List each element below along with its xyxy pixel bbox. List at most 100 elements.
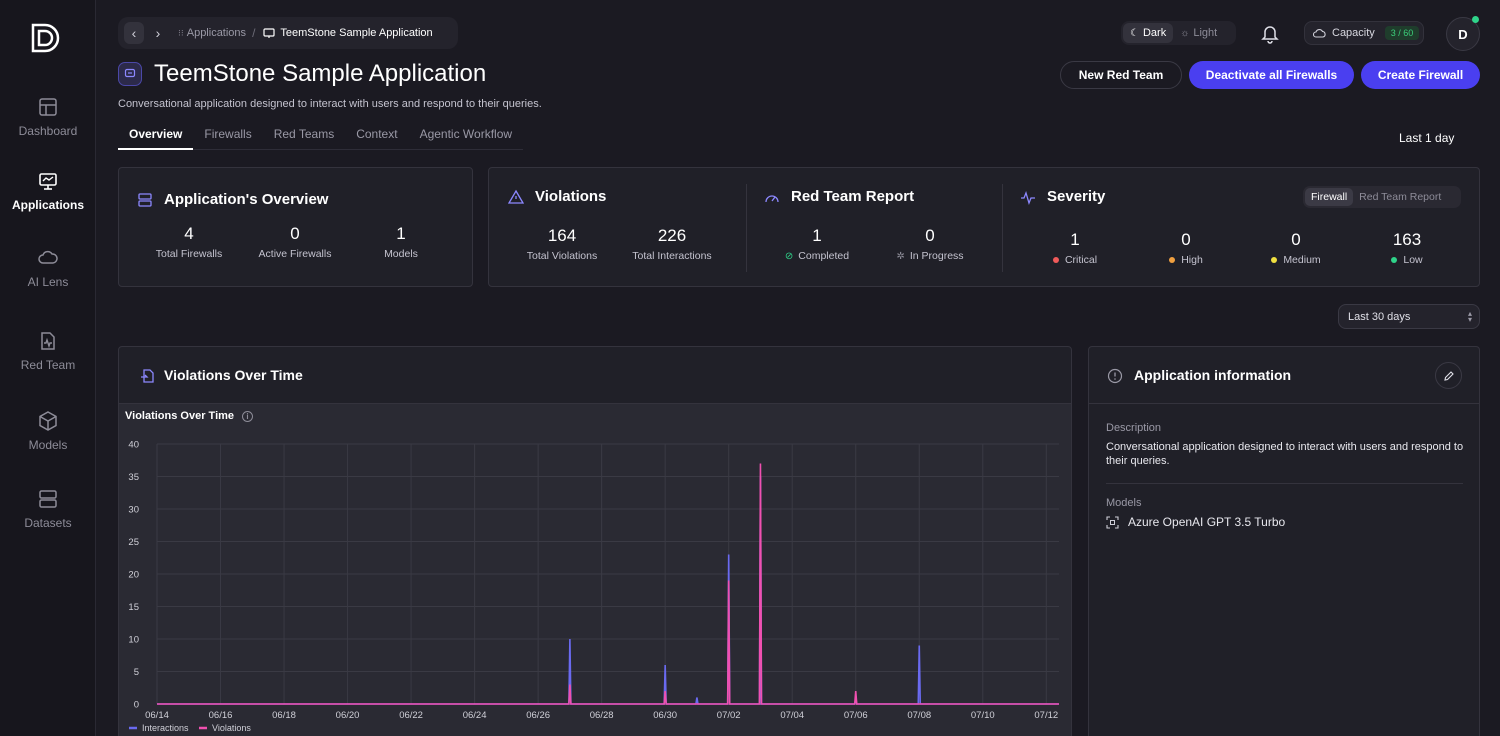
description-text: Conversational application designed to i… bbox=[1106, 441, 1464, 467]
info-circle-icon bbox=[1107, 368, 1123, 384]
stat-active-firewalls: 0 Active Firewalls bbox=[258, 224, 332, 260]
sidebar-item-label: AI Lens bbox=[27, 275, 69, 289]
spinner-icon: ✲ bbox=[896, 250, 905, 262]
breadcrumb-current: TeemStone Sample Application bbox=[263, 27, 433, 39]
grid-icon: ⁝⁝ bbox=[178, 27, 184, 38]
database-icon bbox=[39, 490, 57, 508]
theme-light-option[interactable]: ☼ Light bbox=[1180, 27, 1218, 39]
severity-title: Severity bbox=[1047, 188, 1106, 205]
x-tick-label: 07/04 bbox=[780, 710, 804, 721]
stat-models: 1 Models bbox=[384, 224, 418, 260]
breadcrumb-parent[interactable]: ⁝⁝ Applications bbox=[178, 27, 247, 39]
tab-context[interactable]: Context bbox=[356, 127, 398, 141]
sidebar-item-models[interactable]: Models bbox=[0, 410, 96, 452]
medium-dot bbox=[1271, 257, 1278, 263]
sidebar-item-red-team[interactable]: Red Team bbox=[0, 330, 96, 372]
dashboard-icon bbox=[39, 98, 57, 116]
forward-button[interactable]: › bbox=[155, 25, 161, 41]
pencil-icon bbox=[1443, 370, 1454, 381]
tab-agentic-workflow[interactable]: Agentic Workflow bbox=[419, 127, 513, 141]
warning-icon bbox=[508, 189, 524, 204]
x-tick-label: 06/18 bbox=[272, 710, 296, 721]
model-scan-icon bbox=[1106, 515, 1119, 529]
y-tick-label: 20 bbox=[128, 570, 139, 581]
y-tick-label: 35 bbox=[128, 472, 139, 483]
overview-title: Application's Overview bbox=[164, 191, 329, 208]
cloud-icon bbox=[1313, 28, 1326, 38]
models-label: Models bbox=[1106, 497, 1142, 509]
edit-button[interactable] bbox=[1435, 362, 1462, 389]
high-dot bbox=[1169, 257, 1176, 263]
x-tick-label: 06/26 bbox=[526, 710, 550, 721]
theme-dark-option[interactable]: ☾ Dark bbox=[1123, 23, 1174, 43]
gauge-icon bbox=[765, 195, 779, 203]
sidebar-item-label: Red Team bbox=[20, 358, 76, 372]
capacity-indicator[interactable]: Capacity 3 / 60 bbox=[1304, 21, 1424, 45]
info-icon[interactable]: i bbox=[242, 410, 254, 422]
sidebar-item-applications[interactable]: Applications bbox=[0, 170, 96, 212]
pulse-icon bbox=[1021, 191, 1035, 205]
chevron-updown-icon: ▴ ▾ bbox=[1467, 309, 1472, 324]
legend-label: Violations bbox=[212, 723, 251, 733]
divider bbox=[1002, 184, 1003, 272]
applications-icon bbox=[39, 173, 57, 190]
chart-area: Violations Over Time i 0 5 10 15 20 25 30 35 40 0… bbox=[119, 404, 1071, 736]
page-description: Conversational application designed to i… bbox=[118, 98, 542, 110]
check-circle-icon: ⊘ bbox=[784, 250, 794, 262]
series-line-interactions bbox=[157, 476, 1059, 705]
bell-icon[interactable] bbox=[1259, 22, 1281, 44]
sidebar-item-ai-lens[interactable]: AI Lens bbox=[0, 247, 96, 289]
x-tick-label: 06/20 bbox=[336, 710, 360, 721]
violations-chart: 0 5 10 15 20 25 30 35 40 06/14 06/16 06/18 06/20 06/2… bbox=[128, 440, 1059, 733]
y-tick-label: 15 bbox=[128, 602, 139, 613]
metrics-card: Violations 164 Total Violations 226 Tota… bbox=[488, 167, 1480, 287]
back-button[interactable]: ‹ bbox=[124, 22, 144, 44]
document-import-icon bbox=[141, 369, 154, 383]
online-status-dot bbox=[1472, 16, 1479, 23]
cloud-icon bbox=[38, 250, 58, 264]
x-tick-label: 06/24 bbox=[463, 710, 487, 721]
period-select[interactable]: Last 30 days ▴ ▾ bbox=[1338, 304, 1480, 329]
x-tick-label: 07/02 bbox=[717, 710, 741, 721]
severity-source-toggle: Firewall Red Team Report bbox=[1303, 186, 1461, 208]
red-team-report-title: Red Team Report bbox=[791, 188, 915, 205]
create-firewall-button[interactable]: Create Firewall bbox=[1361, 61, 1480, 89]
breadcrumb-separator: / bbox=[252, 26, 256, 40]
tab-overview[interactable]: Overview bbox=[118, 122, 194, 150]
critical-dot bbox=[1052, 257, 1059, 263]
tab-red-teams[interactable]: Red Teams bbox=[273, 127, 335, 141]
tab-firewalls[interactable]: Firewalls bbox=[204, 127, 252, 141]
sidebar: Dashboard Applications AI Lens Red Team … bbox=[0, 0, 96, 736]
severity-red-team-report-option[interactable]: Red Team Report bbox=[1359, 191, 1442, 203]
severity-firewall-option[interactable]: Firewall bbox=[1305, 188, 1354, 206]
new-red-team-button[interactable]: New Red Team bbox=[1060, 61, 1182, 89]
violations-over-time-panel: Violations Over Time Violations Over Tim… bbox=[118, 346, 1072, 736]
logo-icon[interactable] bbox=[29, 22, 65, 54]
capacity-badge: 3 / 60 bbox=[1384, 26, 1420, 40]
x-tick-label: 06/30 bbox=[653, 710, 677, 721]
legend-label: Interactions bbox=[142, 723, 189, 733]
stat-in-progress: 0 ✲ In Progress bbox=[896, 226, 964, 262]
deactivate-all-firewalls-button[interactable]: Deactivate all Firewalls bbox=[1189, 61, 1354, 89]
moon-icon: ☾ bbox=[1130, 27, 1139, 39]
theme-toggle: ☾ Dark ☼ Light bbox=[1121, 21, 1236, 45]
monitor-icon bbox=[263, 27, 276, 38]
panel-header: Violations Over Time bbox=[119, 347, 1071, 404]
sidebar-item-label: Dashboard bbox=[18, 124, 78, 138]
stat-total-interactions: 226 Total Interactions bbox=[632, 226, 712, 262]
server-icon bbox=[138, 193, 152, 207]
sidebar-item-datasets[interactable]: Datasets bbox=[0, 488, 96, 530]
stat-critical: 1 Critical bbox=[1020, 230, 1130, 266]
sidebar-item-dashboard[interactable]: Dashboard bbox=[0, 96, 96, 138]
stat-total-violations: 164 Total Violations bbox=[526, 226, 598, 262]
time-range-label[interactable]: Last 1 day bbox=[1399, 131, 1455, 145]
app-icon bbox=[118, 62, 142, 86]
low-dot bbox=[1391, 257, 1398, 263]
x-tick-label: 06/16 bbox=[209, 710, 233, 721]
y-tick-label: 10 bbox=[128, 635, 139, 646]
page-title: TeemStone Sample Application bbox=[154, 60, 487, 87]
breadcrumb: ‹ › ⁝⁝ Applications / TeemStone Sample A… bbox=[118, 17, 458, 49]
x-tick-label: 07/08 bbox=[907, 710, 931, 721]
chat-icon bbox=[124, 68, 136, 78]
application-info-panel: Application information Description Conv… bbox=[1088, 346, 1480, 736]
